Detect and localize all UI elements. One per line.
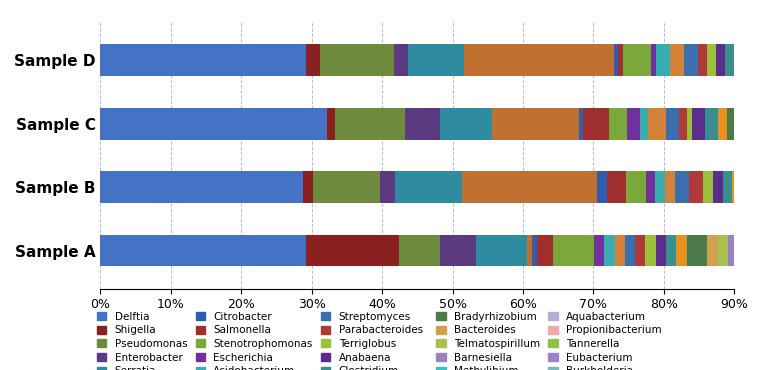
- Bar: [320, 44, 394, 76]
- Bar: [727, 235, 743, 266]
- Bar: [399, 235, 440, 266]
- Bar: [675, 171, 689, 203]
- Bar: [761, 108, 770, 139]
- Bar: [687, 108, 692, 139]
- Bar: [771, 171, 773, 203]
- Bar: [757, 171, 761, 203]
- Bar: [623, 44, 651, 76]
- Bar: [656, 171, 665, 203]
- Bar: [766, 171, 771, 203]
- Bar: [735, 44, 744, 76]
- Bar: [717, 235, 727, 266]
- Bar: [533, 235, 537, 266]
- Bar: [689, 171, 703, 203]
- Bar: [764, 235, 773, 266]
- Bar: [666, 108, 679, 139]
- Bar: [100, 108, 326, 139]
- Bar: [440, 108, 492, 139]
- Bar: [768, 44, 772, 76]
- Bar: [744, 44, 749, 76]
- Bar: [754, 235, 764, 266]
- Bar: [749, 44, 758, 76]
- Bar: [727, 108, 735, 139]
- Bar: [761, 171, 766, 203]
- Bar: [669, 44, 683, 76]
- Bar: [676, 235, 686, 266]
- Bar: [553, 235, 594, 266]
- Bar: [326, 108, 335, 139]
- Bar: [335, 108, 405, 139]
- Bar: [679, 108, 687, 139]
- Bar: [726, 44, 735, 76]
- Bar: [639, 108, 649, 139]
- Bar: [465, 44, 614, 76]
- Bar: [665, 171, 675, 203]
- Bar: [707, 235, 717, 266]
- Bar: [408, 44, 465, 76]
- Bar: [635, 235, 645, 266]
- Bar: [651, 44, 656, 76]
- Bar: [707, 44, 716, 76]
- Bar: [723, 171, 733, 203]
- Bar: [666, 235, 676, 266]
- Bar: [579, 108, 583, 139]
- Bar: [615, 235, 625, 266]
- Legend: Delftia, Shigella, Pseudomonas, Enterobacter, Serratia, Prevotella, Citrobacter,: Delftia, Shigella, Pseudomonas, Enteroba…: [94, 309, 679, 370]
- Bar: [718, 108, 727, 139]
- Bar: [583, 108, 609, 139]
- Bar: [537, 235, 553, 266]
- Bar: [614, 44, 618, 76]
- Bar: [733, 171, 742, 203]
- Bar: [656, 44, 669, 76]
- Bar: [763, 44, 768, 76]
- Bar: [440, 235, 475, 266]
- Bar: [649, 108, 666, 139]
- Bar: [692, 108, 705, 139]
- Bar: [405, 108, 440, 139]
- Bar: [527, 235, 533, 266]
- Bar: [492, 108, 579, 139]
- Bar: [772, 44, 773, 76]
- Bar: [462, 171, 598, 203]
- Bar: [735, 108, 748, 139]
- Bar: [625, 235, 635, 266]
- Bar: [747, 171, 757, 203]
- Bar: [627, 108, 639, 139]
- Bar: [303, 171, 313, 203]
- Bar: [716, 44, 726, 76]
- Bar: [758, 44, 763, 76]
- Bar: [683, 44, 697, 76]
- Bar: [697, 44, 707, 76]
- Bar: [306, 235, 399, 266]
- Bar: [305, 44, 320, 76]
- Bar: [713, 171, 723, 203]
- Bar: [703, 171, 713, 203]
- Bar: [753, 108, 761, 139]
- Bar: [705, 108, 718, 139]
- Bar: [604, 235, 615, 266]
- Bar: [743, 235, 754, 266]
- Bar: [607, 171, 626, 203]
- Bar: [395, 171, 462, 203]
- Bar: [594, 235, 604, 266]
- Bar: [475, 235, 527, 266]
- Bar: [645, 235, 656, 266]
- Bar: [770, 108, 773, 139]
- Bar: [100, 44, 305, 76]
- Bar: [609, 108, 627, 139]
- Bar: [380, 171, 395, 203]
- Bar: [100, 235, 306, 266]
- Bar: [686, 235, 707, 266]
- Bar: [313, 171, 380, 203]
- Bar: [100, 171, 303, 203]
- Bar: [618, 44, 623, 76]
- Bar: [748, 108, 753, 139]
- Bar: [656, 235, 666, 266]
- Bar: [598, 171, 607, 203]
- Bar: [394, 44, 408, 76]
- Bar: [742, 171, 747, 203]
- Bar: [626, 171, 645, 203]
- Bar: [645, 171, 656, 203]
